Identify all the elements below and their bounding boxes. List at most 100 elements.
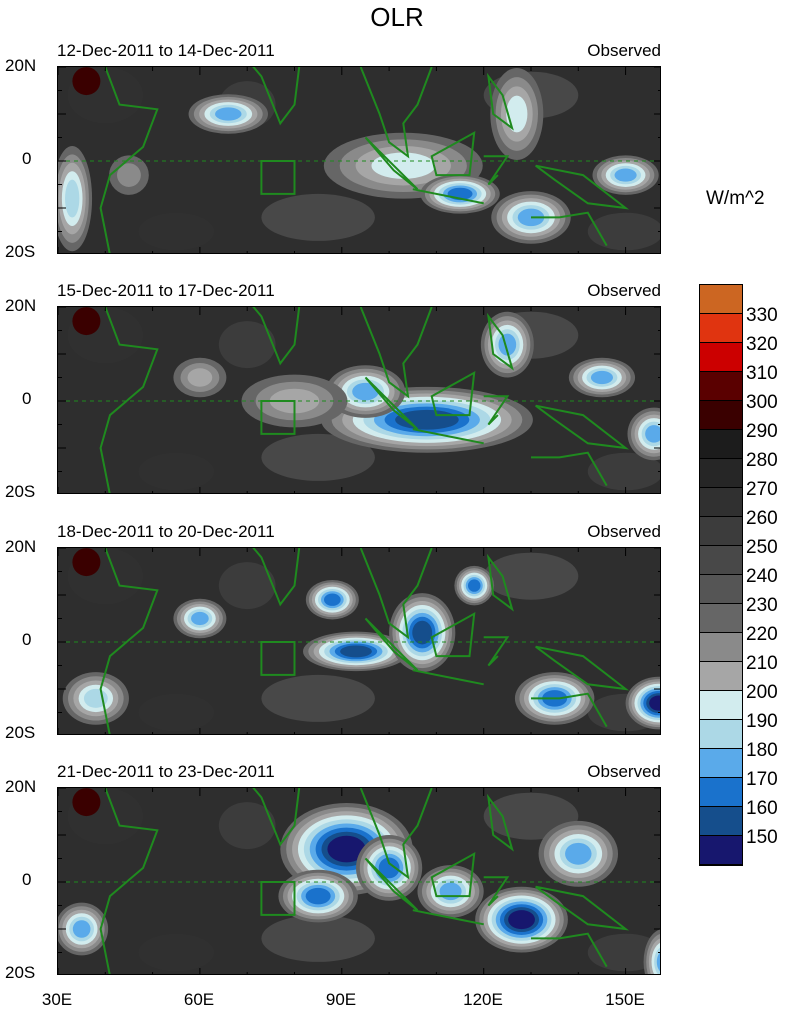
panel-date-range: 15-Dec-2011 to 17-Dec-2011 bbox=[57, 281, 275, 300]
coastline bbox=[364, 376, 484, 445]
panel-label: Observed bbox=[587, 41, 661, 60]
coastline bbox=[99, 547, 159, 737]
coastline bbox=[236, 287, 301, 366]
colorbar-swatch bbox=[700, 633, 742, 662]
colorbar-swatch bbox=[700, 691, 742, 720]
coastline bbox=[236, 528, 301, 607]
lat-label: 0 bbox=[22, 389, 32, 408]
olr-contour bbox=[72, 307, 101, 336]
olr-contour bbox=[412, 620, 433, 645]
colorbar-label: 230 bbox=[746, 595, 778, 616]
lat-label: 20S bbox=[5, 723, 36, 742]
colorbar-label: 300 bbox=[746, 392, 778, 413]
colorbar-label: 280 bbox=[746, 450, 778, 471]
colorbar-swatch bbox=[700, 807, 742, 836]
coastline bbox=[483, 155, 510, 186]
colorbar-swatch bbox=[700, 314, 742, 343]
colorbar-swatch bbox=[700, 343, 742, 372]
colorbar-label: 190 bbox=[746, 711, 778, 732]
coastline bbox=[359, 66, 433, 159]
colorbar-swatch bbox=[700, 285, 742, 314]
coastline bbox=[364, 136, 484, 205]
coastline bbox=[535, 164, 630, 210]
colorbar-swatch bbox=[700, 488, 742, 517]
lat-label: 0 bbox=[22, 870, 32, 889]
lat-label: 0 bbox=[22, 149, 32, 168]
colorbar-label: 310 bbox=[746, 363, 778, 384]
colorbar-label: 250 bbox=[746, 537, 778, 558]
colorbar-swatch bbox=[700, 401, 742, 430]
olr-contour bbox=[191, 611, 209, 626]
lat-label: 20N bbox=[5, 777, 37, 796]
olr-map-panel bbox=[57, 287, 681, 496]
coastline bbox=[99, 787, 159, 977]
coastline bbox=[486, 312, 514, 371]
coastline bbox=[531, 211, 608, 247]
olr-contour bbox=[305, 887, 331, 905]
colorbar-label: 210 bbox=[746, 653, 778, 674]
coastline bbox=[430, 370, 476, 417]
olr-contour bbox=[324, 593, 341, 606]
colorbar-swatch bbox=[700, 749, 742, 778]
colorbar-swatch bbox=[700, 517, 742, 546]
lat-label: 20N bbox=[5, 56, 37, 75]
colorbar-label: 320 bbox=[746, 334, 778, 355]
colorbar-swatch bbox=[700, 836, 742, 865]
colorbar-label: 330 bbox=[746, 305, 778, 326]
colorbar-label: 180 bbox=[746, 740, 778, 761]
colorbar-swatch bbox=[700, 546, 742, 575]
olr-contour bbox=[340, 645, 372, 658]
colorbar-swatch bbox=[700, 662, 742, 691]
panel-label: Observed bbox=[587, 522, 661, 541]
coastline bbox=[486, 793, 514, 852]
colorbar-swatch bbox=[700, 604, 742, 633]
olr-contour bbox=[72, 548, 101, 577]
olr-contour bbox=[72, 920, 91, 938]
olr-contour bbox=[378, 857, 400, 879]
coastline bbox=[535, 404, 630, 450]
olr-contour bbox=[72, 788, 101, 817]
coastline bbox=[483, 395, 510, 426]
olr-contour bbox=[65, 179, 80, 218]
olr-contour bbox=[187, 368, 213, 387]
coastline bbox=[531, 451, 608, 487]
colorbar-swatch bbox=[700, 778, 742, 807]
colorbar-label: 170 bbox=[746, 769, 778, 790]
olr-contour bbox=[218, 802, 276, 850]
olr-contour bbox=[565, 842, 592, 865]
colorbar-units: W/m^2 bbox=[706, 188, 765, 209]
coastline bbox=[430, 611, 476, 658]
panel-date-range: 12-Dec-2011 to 14-Dec-2011 bbox=[57, 41, 275, 60]
colorbar-swatch bbox=[700, 430, 742, 459]
olr-contour bbox=[72, 67, 101, 96]
lon-label: 60E bbox=[183, 990, 215, 1009]
olr-map-panel bbox=[57, 528, 692, 737]
colorbar-swatch bbox=[700, 720, 742, 749]
coastline bbox=[99, 306, 159, 496]
coastline bbox=[486, 72, 514, 131]
coastline bbox=[359, 547, 433, 640]
olr-map-panel bbox=[52, 47, 674, 256]
colorbar-label: 160 bbox=[746, 798, 778, 819]
coastline bbox=[483, 636, 510, 667]
olr-contour bbox=[215, 107, 242, 121]
olr-contour bbox=[590, 370, 613, 385]
lon-label: 150E bbox=[605, 990, 645, 1009]
lat-label: 0 bbox=[22, 630, 32, 649]
olr-contour bbox=[261, 674, 375, 722]
coastline bbox=[430, 851, 476, 898]
colorbar bbox=[699, 284, 743, 866]
coastline bbox=[535, 885, 630, 931]
lat-label: 20S bbox=[5, 242, 36, 261]
coastline bbox=[99, 66, 159, 256]
lon-label: 30E bbox=[41, 990, 73, 1009]
olr-contour bbox=[587, 452, 664, 491]
panel-date-range: 21-Dec-2011 to 23-Dec-2011 bbox=[57, 762, 275, 781]
coastline bbox=[531, 692, 608, 728]
coastline bbox=[359, 787, 433, 880]
coastline bbox=[359, 306, 433, 399]
lon-label: 120E bbox=[463, 990, 503, 1009]
coastline bbox=[364, 857, 484, 926]
olr-contour bbox=[327, 835, 366, 863]
coastline bbox=[236, 768, 301, 847]
